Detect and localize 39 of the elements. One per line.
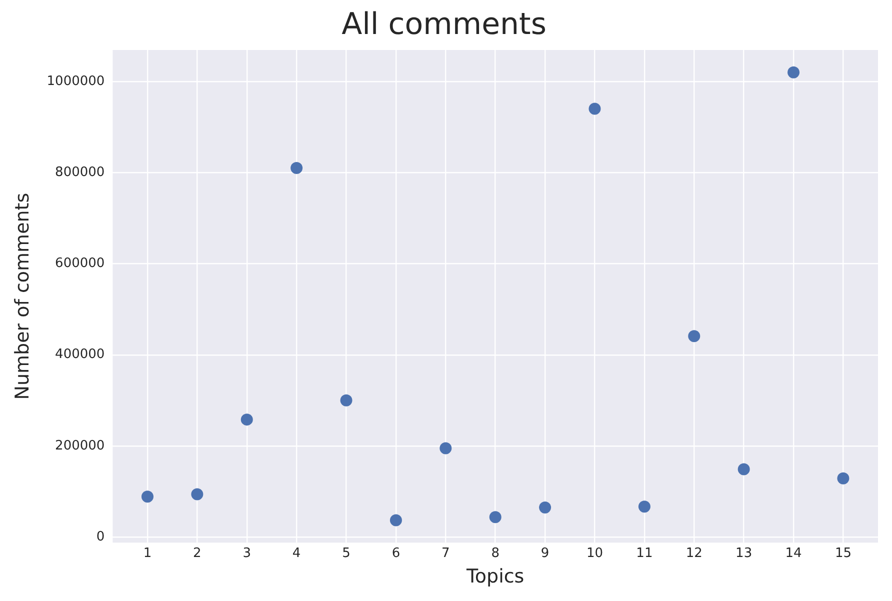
point <box>141 490 154 503</box>
y-tick-label: 1000000 <box>46 74 105 89</box>
chart-title: All comments <box>342 6 546 42</box>
point <box>738 463 750 476</box>
point <box>290 162 303 174</box>
point <box>788 66 800 78</box>
point <box>688 330 700 342</box>
x-axis-title: Topics <box>466 566 524 588</box>
point <box>240 414 253 426</box>
x-tick-label: 10 <box>586 546 604 561</box>
y-tick-label: 600000 <box>55 256 105 272</box>
point <box>440 442 452 454</box>
point <box>539 502 552 514</box>
x-tick-label: 8 <box>491 546 500 561</box>
x-tick-label: 4 <box>292 546 301 561</box>
x-tick-label: 13 <box>736 546 752 561</box>
x-tick-label: 12 <box>686 546 702 561</box>
x-tick-label: 14 <box>785 546 802 561</box>
x-tick-label: 9 <box>540 546 550 561</box>
point <box>489 511 502 524</box>
x-tick-label: 15 <box>834 546 852 561</box>
point <box>638 500 650 513</box>
y-tick-label: 400000 <box>55 347 105 362</box>
point <box>588 102 601 115</box>
x-tick-label: 1 <box>143 546 152 561</box>
point <box>340 394 352 406</box>
x-tick-label: 6 <box>392 546 400 561</box>
y-axis-title: Number of comments <box>11 192 34 400</box>
y-tick-label: 0 <box>96 530 105 545</box>
x-tick-label: 5 <box>342 546 350 561</box>
y-tick-label: 200000 <box>55 438 105 454</box>
point <box>390 514 402 526</box>
point <box>837 472 850 484</box>
y-tick-label: 800000 <box>55 164 105 180</box>
x-tick-label: 7 <box>442 546 450 561</box>
x-tick-label: 2 <box>193 546 202 561</box>
point <box>191 488 204 500</box>
x-tick-label: 11 <box>636 546 653 561</box>
x-tick-label: 3 <box>242 546 252 561</box>
